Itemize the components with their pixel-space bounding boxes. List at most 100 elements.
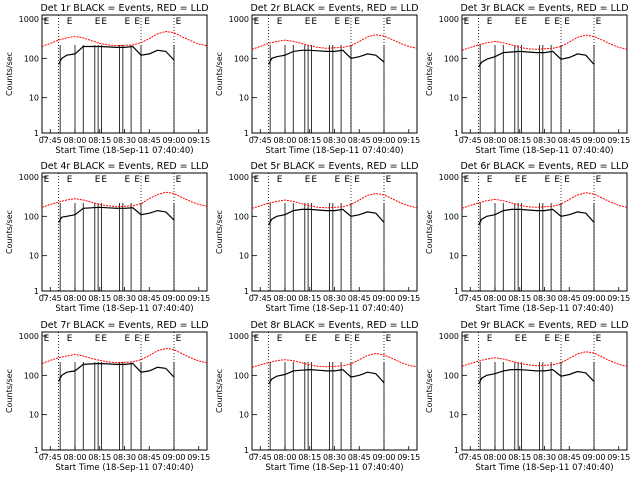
flag-letter: E (125, 17, 131, 27)
x-tick-label: 07:45 (459, 294, 482, 303)
flag-letter: E (95, 17, 101, 27)
x-tick-label: 08:15 (298, 136, 321, 145)
x-tick-label: 08:00 (63, 453, 86, 462)
x-tick-label: 08:00 (63, 136, 86, 145)
x-tick-label: 09:00 (372, 453, 395, 462)
y-axis-label: Counts/sec (425, 52, 434, 96)
series-lld (251, 192, 418, 209)
flag-letter: E (464, 175, 470, 185)
flag-letter: E (521, 175, 527, 185)
x-tick-label: 07:45 (39, 453, 62, 462)
flag-letter: E (354, 17, 360, 27)
flag-letter: E (254, 175, 260, 185)
y-tick-label: 100 (444, 54, 459, 63)
y-tick-label: 10 (449, 252, 459, 261)
flag-letter: E (564, 175, 570, 185)
flag-letter: E (515, 175, 521, 185)
series-lld (461, 34, 628, 51)
x-axis-label: Start Time (18-Sep-11 07:40:40) (265, 304, 403, 314)
flag-letter: E (176, 334, 182, 344)
flag-letter: E (311, 17, 317, 27)
plot-frame (461, 172, 628, 292)
flag-letter: E (487, 334, 493, 344)
flag-letter: E (134, 175, 140, 185)
x-tick-label: 08:30 (113, 136, 136, 145)
x-tick-label: 08:45 (348, 294, 371, 303)
y-tick-label: 1 (244, 287, 249, 296)
panel-title: Det 9r BLACK = Events, RED = LLD (460, 320, 628, 331)
panel-title: Det 7r BLACK = Events, RED = LLD (40, 320, 208, 331)
y-tick-label: 1000 (19, 173, 39, 182)
y-axis-label: Counts/sec (425, 369, 434, 413)
x-tick-label: 09:00 (582, 136, 605, 145)
x-axis-label: Start Time (18-Sep-11 07:40:40) (475, 304, 613, 314)
x-tick-label: 09:00 (162, 453, 185, 462)
x-tick-label: 07:45 (249, 294, 272, 303)
x-tick-label: 09:00 (162, 136, 185, 145)
flag-letter: E (554, 175, 560, 185)
x-tick-label: 08:45 (138, 294, 161, 303)
x-tick-label: 08:30 (533, 294, 556, 303)
flag-letter: E (134, 334, 140, 344)
flag-letter: E (386, 17, 392, 27)
flag-letter: E (125, 175, 131, 185)
flag-letter: E (101, 334, 107, 344)
plot-frame (41, 331, 208, 451)
x-tick-label: 07:45 (39, 136, 62, 145)
x-tick-label: 08:00 (483, 294, 506, 303)
series-events (57, 206, 175, 223)
flag-letter: E (305, 175, 311, 185)
x-tick-label: 09:15 (607, 453, 630, 462)
flag-letter: E (125, 334, 131, 344)
y-tick-label: 1000 (439, 173, 459, 182)
y-axis-label: Counts/sec (5, 52, 14, 96)
x-tick-label: 09:00 (372, 136, 395, 145)
x-tick-label: 08:30 (323, 294, 346, 303)
flag-letter: E (95, 175, 101, 185)
panel-title: Det 5r BLACK = Events, RED = LLD (250, 161, 418, 172)
y-axis-label: Counts/sec (215, 210, 224, 254)
x-tick-label: 08:30 (533, 453, 556, 462)
y-tick-label: 1 (244, 446, 249, 455)
x-tick-label: 07:45 (249, 136, 272, 145)
x-axis-label: Start Time (18-Sep-11 07:40:40) (55, 463, 193, 473)
flag-letter: E (354, 334, 360, 344)
x-tick-label: 07:45 (459, 453, 482, 462)
x-tick-label: 08:45 (558, 294, 581, 303)
flag-letter: E (354, 175, 360, 185)
series-events (267, 49, 385, 65)
plot-frame (251, 331, 418, 451)
y-tick-label: 1 (34, 446, 39, 455)
flag-letter: E (545, 334, 551, 344)
x-tick-label: 09:00 (162, 294, 185, 303)
y-tick-label: 1000 (19, 15, 39, 24)
flag-letter: E (254, 334, 260, 344)
flag-letter: E (305, 17, 311, 27)
x-tick-label: 08:45 (138, 453, 161, 462)
flag-letter: E (564, 17, 570, 27)
flag-letter: E (335, 17, 341, 27)
x-axis-label: Start Time (18-Sep-11 07:40:40) (55, 304, 193, 314)
flag-letter: E (95, 334, 101, 344)
series-lld (251, 34, 418, 50)
x-tick-label: 08:15 (508, 453, 531, 462)
flag-letter: E (67, 334, 73, 344)
flag-letter: E (277, 17, 283, 27)
flag-letter: E (144, 175, 150, 185)
flag-letter: E (311, 175, 317, 185)
x-tick-label: 08:15 (508, 294, 531, 303)
y-tick-label: 10 (239, 411, 249, 420)
y-tick-label: 1 (244, 129, 249, 138)
x-axis-label: Start Time (18-Sep-11 07:40:40) (265, 146, 403, 156)
x-tick-label: 09:15 (397, 136, 420, 145)
y-axis-label: Counts/sec (5, 210, 14, 254)
y-tick-label: 1 (454, 129, 459, 138)
flag-letter: E (67, 17, 73, 27)
y-tick-label: 100 (24, 212, 39, 221)
series-lld (461, 192, 628, 209)
